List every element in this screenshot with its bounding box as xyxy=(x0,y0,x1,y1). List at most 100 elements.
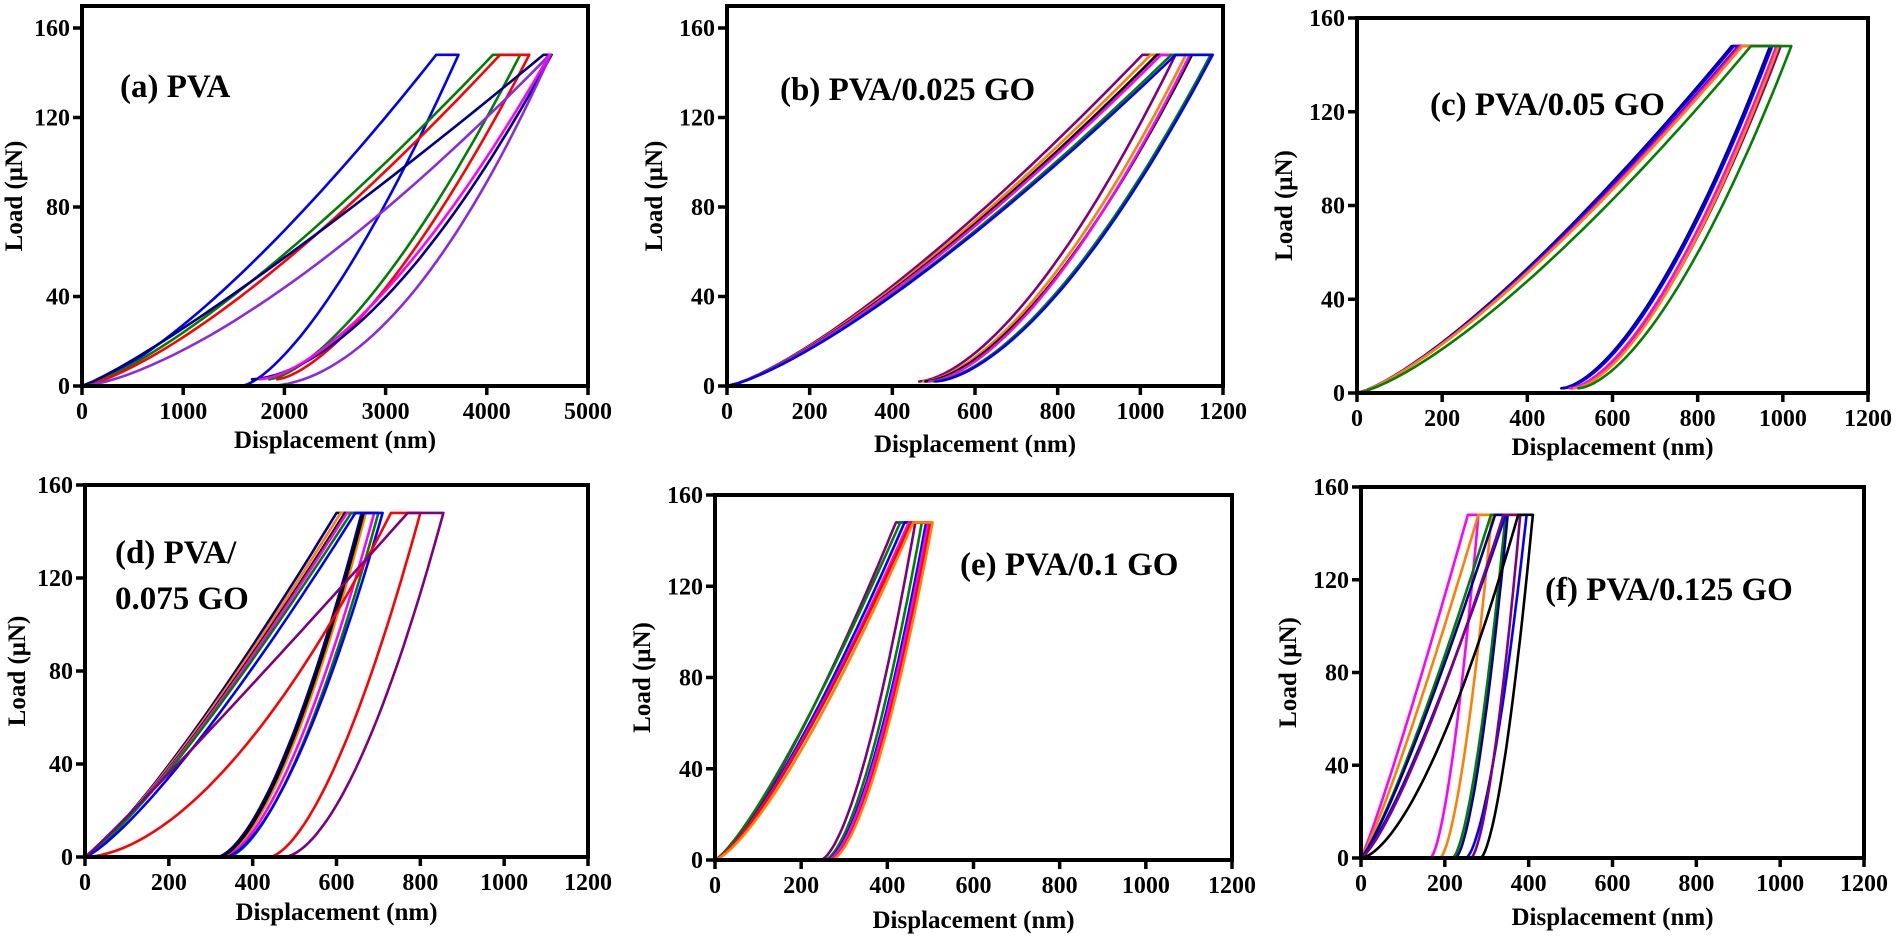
x-tick-label: 1200 xyxy=(1844,406,1892,432)
series-magenta-curve xyxy=(1359,513,1480,860)
x-axis-title: Displacement (nm) xyxy=(234,427,436,454)
y-tick-label: 80 xyxy=(1321,194,1345,220)
y-axis-title: Load (μN) xyxy=(629,622,656,733)
x-tick-label: 200 xyxy=(1424,406,1460,432)
x-tick-label: 200 xyxy=(792,399,828,425)
y-tick-label: 120 xyxy=(1309,100,1345,126)
x-tick-label: 3000 xyxy=(362,399,410,425)
y-tick-label: 160 xyxy=(1309,6,1345,32)
y-tick-label: 40 xyxy=(679,757,703,783)
y-tick-label: 40 xyxy=(1325,753,1349,779)
y-tick-label: 160 xyxy=(1313,475,1349,501)
y-tick-label: 0 xyxy=(1333,381,1345,407)
x-tick-label: 5000 xyxy=(564,399,612,425)
y-axis-title: Load (μN) xyxy=(1275,617,1302,728)
x-tick-label: 800 xyxy=(1680,406,1716,432)
y-tick-label: 120 xyxy=(34,106,70,132)
x-axis-title: Displacement (nm) xyxy=(874,431,1076,458)
y-tick-label: 80 xyxy=(1325,661,1349,687)
series-group xyxy=(1355,44,1793,395)
y-tick-label: 120 xyxy=(679,106,715,132)
panel-b: 0 40 80 120 160 0 200 400 600 800 1000 1200 Displace… xyxy=(641,4,1247,458)
x-tick-label: 600 xyxy=(319,870,355,896)
x-tick-label: 1000 xyxy=(1116,399,1164,425)
x-tick-label: 1000 xyxy=(1756,871,1804,897)
y-tick-label: 160 xyxy=(679,16,715,42)
series-green-curve xyxy=(1355,44,1793,395)
x-tick-label: 200 xyxy=(783,873,819,899)
y-tick-label: 0 xyxy=(691,848,703,874)
x-tick-label: 400 xyxy=(235,870,271,896)
x-tick-label: 0 xyxy=(76,399,88,425)
series-orange-curve xyxy=(713,521,934,862)
x-tick-label: 400 xyxy=(1509,406,1545,432)
series-orange-curve xyxy=(1359,513,1494,860)
series-navy-curve xyxy=(1359,513,1509,860)
plot-frame xyxy=(80,4,590,388)
series-blue-curve xyxy=(80,53,460,388)
x-tick-label: 800 xyxy=(1042,873,1078,899)
panel-title: (b) PVA/0.025 GO xyxy=(780,72,1035,108)
x-tick-label: 600 xyxy=(1595,406,1631,432)
x-tick-label: 400 xyxy=(869,873,905,899)
x-axis-title: Displacement (nm) xyxy=(235,899,437,926)
y-tick-label: 160 xyxy=(37,473,73,499)
series-magenta-curve xyxy=(258,53,551,381)
y-tick-label: 120 xyxy=(1313,568,1349,594)
panel-e: 0 40 80 120 160 0 200 400 600 800 1000 1200 Displace… xyxy=(629,483,1256,934)
x-tick-label: 1000 xyxy=(1759,406,1807,432)
y-tick-label: 120 xyxy=(37,566,73,592)
x-tick-label: 600 xyxy=(956,873,992,899)
plot-frame xyxy=(1355,16,1870,395)
plot-frame xyxy=(1359,485,1866,860)
x-axis-title: Displacement (nm) xyxy=(1511,904,1713,931)
series-black-curve xyxy=(1359,513,1535,860)
x-tick-label: 200 xyxy=(151,870,187,896)
x-tick-label: 1200 xyxy=(1199,399,1247,425)
panel-title: (a) PVA xyxy=(120,69,230,105)
panel-title: (d) PVA/ xyxy=(115,535,237,571)
x-tick-label: 0 xyxy=(709,873,721,899)
x-tick-label: 1200 xyxy=(564,870,612,896)
y-tick-label: 80 xyxy=(691,195,715,221)
x-axis-title: Displacement (nm) xyxy=(872,907,1074,934)
y-tick-label: 160 xyxy=(34,16,70,42)
x-tick-label: 200 xyxy=(1427,871,1463,897)
panel-title: (f) PVA/0.125 GO xyxy=(1545,572,1793,608)
x-axis-title: Displacement (nm) xyxy=(1511,434,1713,461)
panel-d: 0 40 80 120 160 0 200 400 600 800 1000 1200 Displace… xyxy=(4,473,612,926)
x-tick-label: 1000 xyxy=(1122,873,1170,899)
series-group xyxy=(1359,513,1535,860)
panel-c: 0 40 80 120 160 0 200 400 600 800 1000 1200 Displace… xyxy=(1271,6,1892,461)
y-tick-label: 40 xyxy=(1321,287,1345,313)
y-tick-label: 80 xyxy=(679,666,703,692)
x-tick-label: 800 xyxy=(402,870,438,896)
x-tick-label: 0 xyxy=(721,399,733,425)
series-group xyxy=(713,521,934,862)
series-group xyxy=(80,53,553,388)
y-tick-label: 160 xyxy=(667,483,703,509)
y-tick-label: 40 xyxy=(46,285,70,311)
series-blue-curve xyxy=(725,53,1214,388)
y-tick-label: 0 xyxy=(58,374,70,400)
y-tick-label: 0 xyxy=(1337,846,1349,872)
panel-a: 0 40 80 120 160 0 1000 2000 3000 4000 5000 Displace… xyxy=(1,4,612,454)
x-tick-label: 0 xyxy=(1351,406,1363,432)
series-purple-curve xyxy=(83,511,445,859)
x-tick-label: 0 xyxy=(1355,871,1367,897)
series-navy-curve xyxy=(80,53,553,388)
panel-title: (e) PVA/0.1 GO xyxy=(960,547,1178,583)
x-tick-label: 400 xyxy=(1511,871,1547,897)
x-tick-label: 4000 xyxy=(463,399,511,425)
series-red-curve xyxy=(83,511,422,859)
y-tick-label: 80 xyxy=(46,195,70,221)
y-axis-title: Load (μN) xyxy=(4,616,31,727)
series-group xyxy=(83,511,445,859)
x-tick-label: 1000 xyxy=(480,870,528,896)
y-tick-label: 120 xyxy=(667,574,703,600)
y-tick-label: 80 xyxy=(49,659,73,685)
y-axis-title: Load (μN) xyxy=(1,141,28,252)
x-tick-label: 800 xyxy=(1678,871,1714,897)
y-tick-label: 40 xyxy=(49,752,73,778)
x-tick-label: 1200 xyxy=(1840,871,1888,897)
